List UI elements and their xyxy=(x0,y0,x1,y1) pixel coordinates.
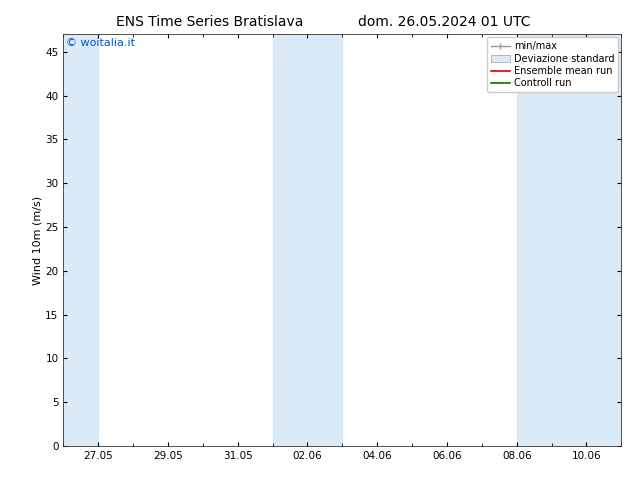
Text: © woitalia.it: © woitalia.it xyxy=(66,38,135,49)
Y-axis label: Wind 10m (m/s): Wind 10m (m/s) xyxy=(32,196,42,285)
Bar xyxy=(63,34,98,446)
Text: ENS Time Series Bratislava: ENS Time Series Bratislava xyxy=(115,15,303,29)
Text: dom. 26.05.2024 01 UTC: dom. 26.05.2024 01 UTC xyxy=(358,15,530,29)
Bar xyxy=(517,34,621,446)
Bar xyxy=(273,34,342,446)
Legend: min/max, Deviazione standard, Ensemble mean run, Controll run: min/max, Deviazione standard, Ensemble m… xyxy=(487,37,618,92)
